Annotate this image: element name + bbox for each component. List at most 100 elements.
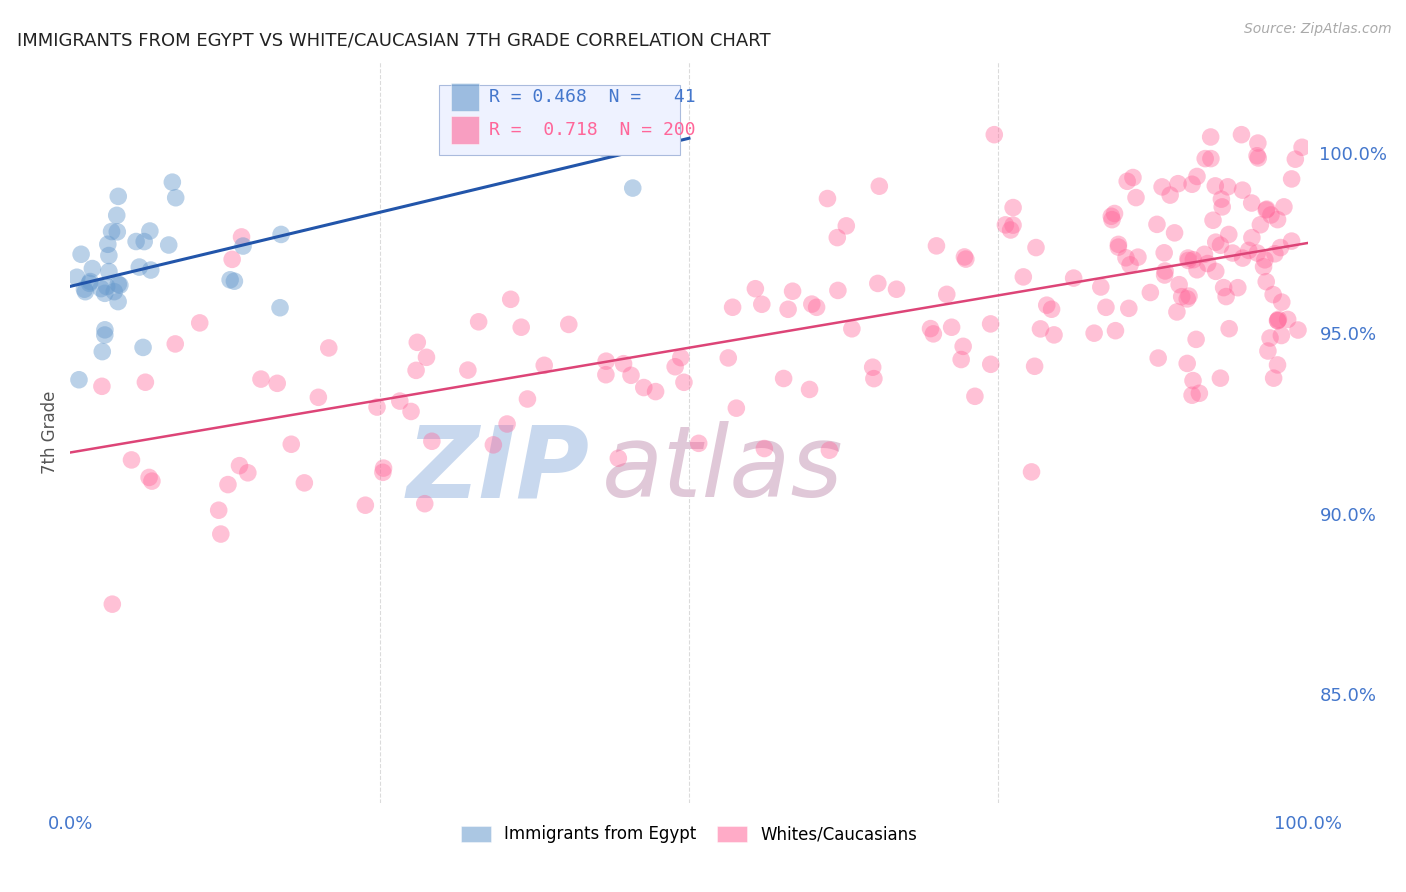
Point <box>1267 358 1289 372</box>
Point <box>250 372 273 386</box>
Point <box>1194 247 1216 261</box>
Point <box>595 368 617 382</box>
Point <box>1197 256 1219 270</box>
Point <box>1232 183 1254 197</box>
Point <box>138 470 160 484</box>
Point <box>1256 202 1278 216</box>
Point <box>209 527 232 541</box>
Point <box>366 400 388 414</box>
Point <box>607 451 630 466</box>
Point <box>1063 271 1085 285</box>
Point <box>1175 356 1198 370</box>
Point <box>1024 359 1046 374</box>
Point <box>307 390 329 404</box>
Point <box>772 371 794 385</box>
Point <box>593 142 616 156</box>
Point <box>935 287 957 301</box>
Point <box>922 326 945 341</box>
Point <box>1211 200 1233 214</box>
Point <box>516 392 538 406</box>
Point <box>97 264 120 278</box>
Point <box>1035 298 1057 312</box>
Point <box>141 474 163 488</box>
Point <box>105 225 128 239</box>
Text: Source: ZipAtlas.com: Source: ZipAtlas.com <box>1244 22 1392 37</box>
Point <box>1122 170 1144 185</box>
Point <box>950 352 973 367</box>
Point <box>1107 237 1129 252</box>
Point <box>1212 280 1234 294</box>
Point <box>1188 386 1211 401</box>
Point <box>955 252 977 266</box>
Bar <box>451 116 478 145</box>
Point <box>1232 251 1254 265</box>
Point <box>835 219 858 233</box>
Point <box>232 239 254 253</box>
Point <box>669 351 692 365</box>
Y-axis label: 7th Grade: 7th Grade <box>41 391 59 475</box>
Point <box>1271 295 1294 310</box>
Point <box>725 401 748 416</box>
Point <box>79 277 101 291</box>
Point <box>983 128 1005 142</box>
Point <box>1270 328 1292 343</box>
Point <box>1146 218 1168 232</box>
Point <box>292 475 315 490</box>
Point <box>91 344 114 359</box>
Point <box>139 224 162 238</box>
Point <box>1168 277 1191 292</box>
Point <box>1254 252 1277 267</box>
Point <box>139 263 162 277</box>
Point <box>208 503 231 517</box>
Point <box>499 293 522 307</box>
Point <box>1101 212 1123 227</box>
Point <box>1178 289 1201 303</box>
Point <box>266 376 288 391</box>
Point <box>1139 285 1161 300</box>
Point <box>1107 240 1129 254</box>
Point <box>1246 149 1268 163</box>
Point <box>1211 192 1233 206</box>
Point <box>1267 212 1289 227</box>
Point <box>217 477 239 491</box>
Point <box>1000 223 1022 237</box>
Point <box>1258 331 1281 345</box>
Point <box>1291 140 1313 154</box>
Point <box>1002 201 1025 215</box>
Point <box>406 335 429 350</box>
Point <box>1272 200 1295 214</box>
Point <box>415 351 437 365</box>
Point <box>1166 305 1188 319</box>
Point <box>107 277 129 292</box>
FancyBboxPatch shape <box>439 85 681 155</box>
Point <box>1199 130 1222 145</box>
Point <box>1247 151 1270 165</box>
Point <box>886 282 908 296</box>
Point <box>73 282 96 296</box>
Point <box>1185 262 1208 277</box>
Point <box>219 273 242 287</box>
Point <box>134 376 156 390</box>
Point <box>1218 227 1240 242</box>
Point <box>621 181 644 195</box>
Point <box>128 260 150 274</box>
Point <box>1281 172 1303 186</box>
Point <box>107 294 129 309</box>
Point <box>806 301 828 315</box>
Point <box>510 320 533 334</box>
Point <box>482 438 505 452</box>
Point <box>672 376 695 390</box>
Point <box>1115 251 1137 265</box>
Point <box>817 192 839 206</box>
Point <box>1147 351 1170 365</box>
Point <box>1194 152 1216 166</box>
Point <box>100 225 122 239</box>
Point <box>1267 313 1289 327</box>
Point <box>90 282 112 296</box>
Point <box>388 394 411 409</box>
Point <box>221 252 243 267</box>
Point <box>778 302 800 317</box>
Point <box>800 297 823 311</box>
Point <box>270 227 292 242</box>
Point <box>1177 251 1199 265</box>
